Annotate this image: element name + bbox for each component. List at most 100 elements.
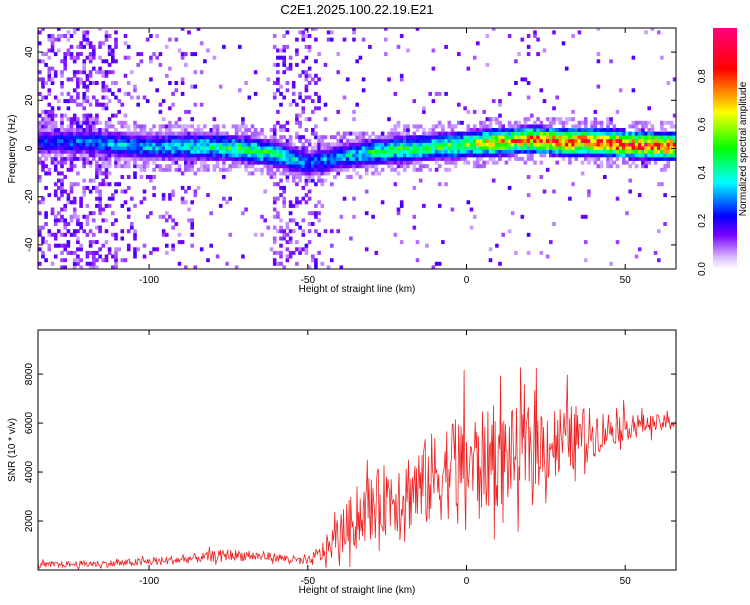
heatmap-cell bbox=[393, 131, 398, 136]
heatmap-cell bbox=[136, 52, 140, 57]
heatmap-cell bbox=[187, 149, 191, 154]
heatmap-cell bbox=[44, 95, 48, 100]
heatmap-cell bbox=[104, 138, 109, 143]
heatmap-cell bbox=[177, 232, 182, 237]
heatmap-cell bbox=[618, 138, 623, 143]
heatmap-cell bbox=[479, 146, 483, 151]
heatmap-cell bbox=[171, 135, 175, 140]
heatmap-cell bbox=[288, 200, 293, 205]
heatmap-cell bbox=[622, 156, 626, 161]
heatmap-cell bbox=[641, 142, 645, 147]
heatmap-cell bbox=[526, 81, 531, 85]
heatmap-cell bbox=[390, 146, 394, 151]
heatmap-cell bbox=[314, 142, 318, 147]
heatmap-cell bbox=[641, 138, 645, 143]
heatmap-cell bbox=[85, 34, 90, 38]
heatmap-cell bbox=[165, 138, 169, 143]
heatmap-cell bbox=[174, 160, 179, 165]
heatmap-cell bbox=[301, 229, 306, 234]
heatmap-cell bbox=[190, 142, 194, 147]
heatmap-cell bbox=[288, 218, 293, 223]
heatmap-cell bbox=[193, 142, 198, 147]
heatmap-cell bbox=[107, 164, 112, 169]
heatmap-cell bbox=[114, 254, 118, 259]
heatmap-cell bbox=[38, 175, 42, 179]
heatmap-cell bbox=[272, 135, 277, 140]
heatmap-cell bbox=[291, 149, 296, 154]
heatmap-cell bbox=[653, 138, 658, 143]
heatmap-cell bbox=[393, 153, 398, 158]
heatmap-cell bbox=[60, 189, 64, 194]
heatmap-cell bbox=[238, 124, 242, 129]
heatmap-cell bbox=[304, 44, 309, 49]
heatmap-cell bbox=[307, 211, 312, 216]
heatmap-cell bbox=[536, 142, 540, 147]
heatmap-cell bbox=[104, 160, 109, 165]
heatmap-cell bbox=[342, 131, 347, 136]
heatmap-cell bbox=[253, 138, 258, 143]
heatmap-cell bbox=[399, 200, 404, 205]
heatmap-cell bbox=[117, 149, 121, 154]
heatmap-cell bbox=[637, 128, 642, 132]
heatmap-cell bbox=[136, 142, 140, 147]
heatmap-cell bbox=[530, 113, 534, 118]
heatmap-cell bbox=[425, 243, 429, 248]
heatmap-cell bbox=[257, 135, 261, 140]
heatmap-cell bbox=[663, 149, 667, 154]
heatmap-cell bbox=[168, 156, 172, 161]
heatmap-cell bbox=[244, 135, 248, 140]
heatmap-cell bbox=[107, 142, 112, 147]
heatmap-cell bbox=[126, 207, 131, 212]
heatmap-cell bbox=[88, 52, 93, 57]
heatmap-cell bbox=[593, 146, 598, 151]
heatmap-cell bbox=[342, 149, 347, 154]
heatmap-cell bbox=[92, 81, 96, 85]
heatmap-cell bbox=[377, 149, 382, 154]
heatmap-cell bbox=[282, 229, 286, 234]
heatmap-cell bbox=[95, 120, 99, 125]
heatmap-cell bbox=[69, 131, 74, 136]
heatmap-cell bbox=[561, 149, 566, 154]
heatmap-cell bbox=[314, 171, 318, 176]
heatmap-cell bbox=[618, 149, 623, 154]
heatmap-cell bbox=[393, 128, 398, 132]
heatmap-cell bbox=[539, 149, 544, 154]
heatmap-cell bbox=[104, 153, 109, 158]
heatmap-cell bbox=[358, 156, 363, 161]
heatmap-cell bbox=[418, 153, 423, 158]
heatmap-cell bbox=[599, 135, 604, 140]
heatmap-cell bbox=[628, 189, 632, 194]
heatmap-cell bbox=[269, 153, 274, 158]
heatmap-cell bbox=[92, 211, 96, 216]
heatmap-cell bbox=[599, 138, 604, 143]
heatmap-cell bbox=[542, 135, 547, 140]
heatmap-cell bbox=[155, 146, 159, 151]
heatmap-cell bbox=[139, 200, 144, 205]
heatmap-cell bbox=[257, 153, 261, 158]
heatmap-cell bbox=[272, 142, 277, 147]
heatmap-cell bbox=[453, 146, 458, 151]
heatmap-cell bbox=[85, 135, 90, 140]
heatmap-cell bbox=[561, 138, 566, 143]
heatmap-cell bbox=[568, 153, 572, 158]
heatmap-cell bbox=[126, 44, 131, 49]
heatmap-cell bbox=[323, 153, 328, 158]
heatmap-cell bbox=[393, 91, 398, 96]
heatmap-cell bbox=[323, 117, 328, 122]
heatmap-cell bbox=[250, 131, 255, 136]
heatmap-cell bbox=[466, 66, 471, 71]
heatmap-cell bbox=[158, 138, 163, 143]
heatmap-cell bbox=[253, 128, 258, 132]
heatmap-cell bbox=[66, 193, 71, 198]
heatmap-cell bbox=[447, 146, 452, 151]
heatmap-cell bbox=[342, 153, 347, 158]
heatmap-cell bbox=[53, 232, 58, 237]
heatmap-cell bbox=[618, 128, 623, 132]
heatmap-cell bbox=[193, 70, 198, 75]
heatmap-cell bbox=[384, 28, 388, 31]
heatmap-cell bbox=[66, 48, 71, 53]
heatmap-cell bbox=[288, 171, 293, 176]
heatmap-cell bbox=[60, 160, 64, 165]
heatmap-cell bbox=[536, 117, 540, 122]
heatmap-cell bbox=[203, 167, 207, 172]
